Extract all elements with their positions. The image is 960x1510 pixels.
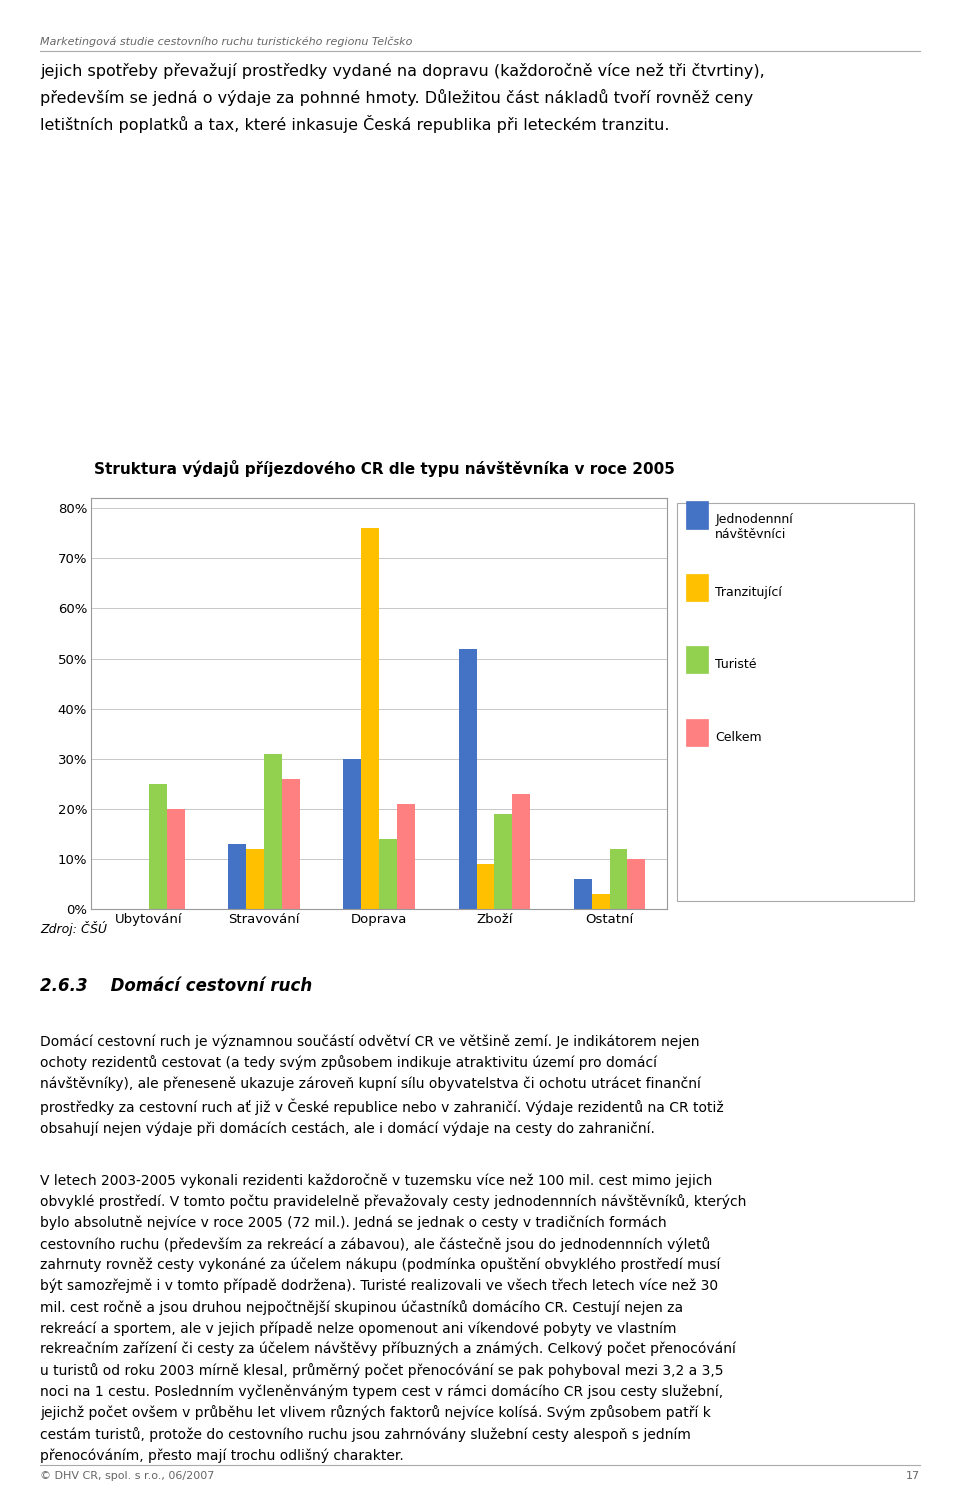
Text: Celkem: Celkem — [715, 731, 762, 744]
Bar — [264, 753, 282, 909]
Text: © DHV CR, spol. s r.o., 06/2007: © DHV CR, spol. s r.o., 06/2007 — [40, 1471, 215, 1481]
Text: 17: 17 — [905, 1471, 920, 1481]
Bar — [361, 528, 379, 909]
Bar — [574, 879, 591, 909]
Bar — [459, 649, 476, 909]
Text: Marketingová studie cestovního ruchu turistického regionu Telčsko: Marketingová studie cestovního ruchu tur… — [40, 36, 413, 47]
Text: V letech 2003-2005 vykonali rezidenti každoročně v tuzemsku více než 100 mil. ce: V letech 2003-2005 vykonali rezidenti ka… — [40, 1173, 747, 1463]
Text: 2.6.3    Domácí cestovní ruch: 2.6.3 Domácí cestovní ruch — [40, 977, 313, 995]
Text: Zdroj: ČŠÚ: Zdroj: ČŠÚ — [40, 921, 108, 936]
Bar — [513, 794, 530, 909]
Text: Domácí cestovní ruch je významnou součástí odvětví CR ve většině zemí. Je indiká: Domácí cestovní ruch je významnou součás… — [40, 1034, 724, 1136]
Bar — [591, 894, 610, 909]
Bar — [476, 864, 494, 909]
Bar — [610, 849, 628, 909]
Bar — [344, 758, 361, 909]
Bar — [379, 840, 397, 909]
Bar — [628, 859, 645, 909]
Text: Jednodennní
návštěvníci: Jednodennní návštěvníci — [715, 513, 793, 542]
Bar — [149, 784, 167, 909]
Text: Turisté: Turisté — [715, 658, 756, 672]
Bar — [167, 809, 184, 909]
Bar — [228, 844, 246, 909]
Text: Tranzitující: Tranzitující — [715, 586, 782, 599]
Text: Struktura výdajů příjezdového CR dle typu návštěvníka v roce 2005: Struktura výdajů příjezdového CR dle typ… — [93, 461, 675, 477]
Text: jejich spotřeby převažují prostředky vydané na dopravu (každoročně více než tři : jejich spotřeby převažují prostředky vyd… — [40, 63, 765, 133]
Bar — [282, 779, 300, 909]
Bar — [397, 803, 415, 909]
Bar — [494, 814, 513, 909]
Bar — [246, 849, 264, 909]
